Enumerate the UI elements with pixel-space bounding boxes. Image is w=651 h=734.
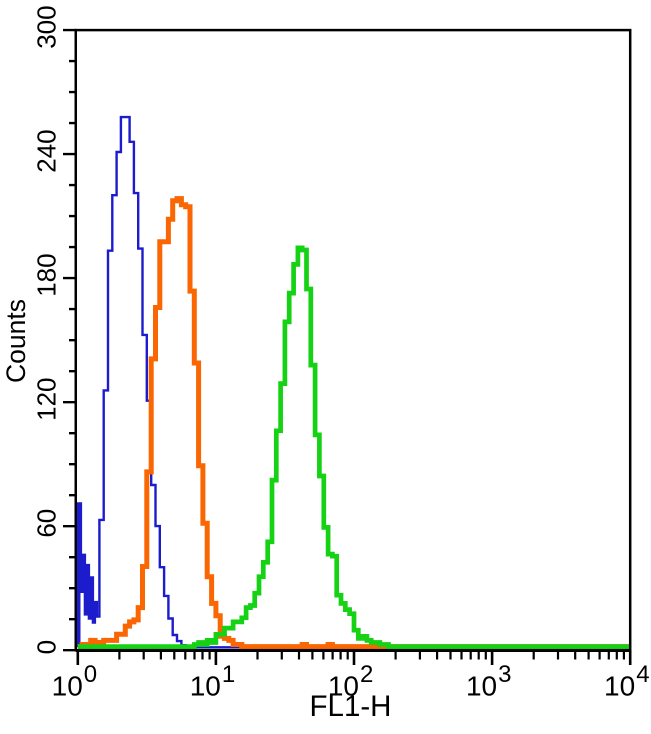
svg-text:0: 0 — [32, 640, 62, 654]
svg-text:240: 240 — [32, 129, 62, 172]
svg-text:3: 3 — [498, 661, 511, 688]
svg-text:10: 10 — [190, 671, 221, 702]
svg-text:4: 4 — [636, 661, 649, 688]
svg-text:Counts: Counts — [1, 299, 31, 383]
svg-text:1: 1 — [222, 661, 235, 688]
svg-text:180: 180 — [32, 253, 62, 296]
svg-text:300: 300 — [32, 5, 62, 48]
svg-text:10: 10 — [328, 671, 359, 702]
svg-text:2: 2 — [360, 661, 373, 688]
svg-text:0: 0 — [84, 661, 97, 688]
svg-text:120: 120 — [32, 378, 62, 421]
svg-text:60: 60 — [32, 509, 62, 538]
svg-text:10: 10 — [604, 671, 635, 702]
svg-text:10: 10 — [466, 671, 497, 702]
svg-text:10: 10 — [52, 671, 83, 702]
svg-text:FL1-H: FL1-H — [310, 690, 392, 723]
